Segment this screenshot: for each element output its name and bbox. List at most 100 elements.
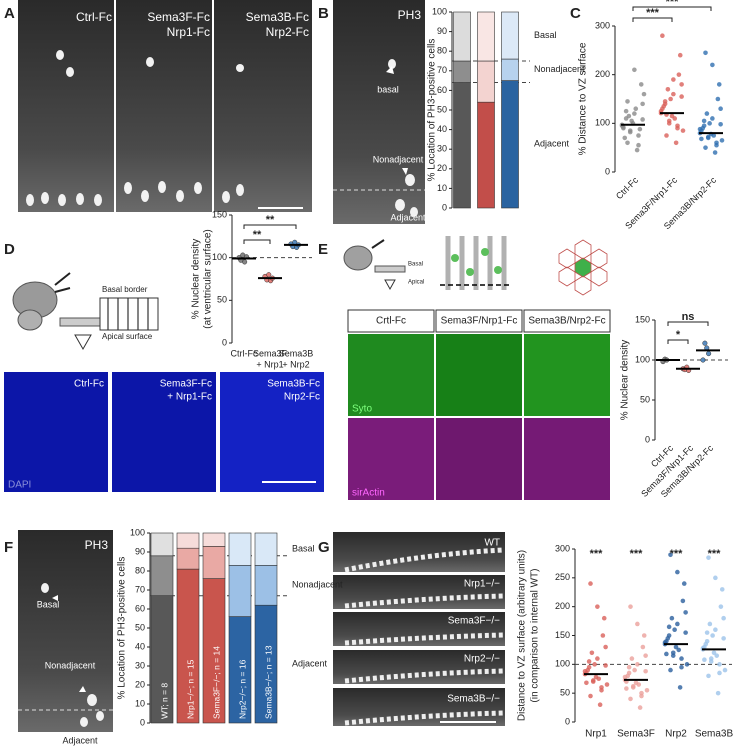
data-point [706,555,711,560]
data-point [628,604,633,609]
stain-label: Syto [352,404,372,415]
y-tick-label: 50 [437,104,447,114]
x-tick-label: Sema3F [253,348,288,358]
data-point [718,604,724,609]
panel-letter: F [4,539,13,556]
y-tick-label: 40 [437,124,447,134]
data-point [684,662,690,667]
y-tick-label: 200 [555,601,570,611]
data-point [643,653,648,658]
y-tick-label: 40 [135,641,145,651]
data-point [715,690,721,696]
data-point [681,581,687,586]
data-point [679,82,684,87]
data-point [704,630,710,635]
bar-segment [176,547,200,570]
data-point [710,116,715,121]
data-point [641,633,647,638]
data-point [673,644,679,650]
micrograph [220,372,324,492]
data-point [601,615,607,621]
bar-segment [477,101,495,209]
diagram-label: Apical [408,280,424,286]
data-point [588,581,593,586]
nuclei [26,50,244,206]
data-point [672,627,677,633]
data-point [680,598,686,604]
data-point [703,641,709,647]
micrograph [4,372,108,492]
data-point [676,647,682,653]
data-point [597,702,603,707]
data-point [675,569,680,575]
data-point [582,668,588,674]
panel-letter: D [4,241,15,258]
x-tick-label: + Nrp2 [282,359,309,369]
data-point [683,630,688,635]
bar-segment [477,11,495,62]
significance-bracket [243,239,271,244]
significance-bracket [243,224,297,229]
x-tick-label: Sema3F [617,729,655,740]
y-axis-label: Distance to VZ surface (arbitrary units) [517,550,528,721]
data-point [668,552,673,558]
y-tick-label: 100 [212,252,227,262]
y-tick-label: 20 [437,163,447,173]
y-tick-label: 50 [217,295,227,305]
x-tick-label: Nrp2 [665,729,687,740]
data-point [680,128,686,133]
data-point [703,145,708,150]
y-tick-label: 0 [645,434,650,444]
image-label: Nrp2-Fc [266,25,309,39]
image-label: Nonadjacent [45,660,96,670]
y-tick-label: 200 [595,69,610,79]
image-label: Adjacent [390,212,426,222]
data-point [628,696,633,702]
data-point [717,662,722,667]
image-label: Sema3F−/− [448,616,500,627]
micrograph [116,0,212,212]
image-label: Sema3F-Fc [160,379,212,390]
data-point [697,126,703,132]
bar-segment [228,564,252,617]
data-point [637,705,643,710]
y-axis-label: % Nuclear density [191,239,202,320]
significance-label: *** [670,548,684,560]
panel-letter: C [570,5,581,22]
data-point [595,604,600,609]
data-point [625,99,630,104]
y-tick-label: 30 [437,144,447,154]
y-axis-label: % Location of PH3-positive cells [117,557,128,700]
data-point [707,621,713,627]
data-point [679,664,684,670]
y-tick-label: 150 [635,314,650,324]
data-point [670,653,676,658]
column-header: Sema3B/Nrp2-Fc [528,316,605,327]
data-point [718,122,723,127]
y-tick-label: 300 [555,543,570,553]
data-point [714,653,720,658]
data-point [721,636,726,641]
data-point [707,121,712,126]
y-tick-label: 0 [442,202,447,212]
diagram-label: Basal border [102,285,148,294]
data-point [662,99,668,104]
y-tick-label: 70 [437,65,447,75]
panel-letter: B [318,5,329,22]
data-point [586,659,592,664]
data-point [626,113,632,119]
image-label: PH3 [398,8,422,22]
data-point [603,663,608,668]
significance-label: *** [666,0,680,8]
significance-bracket [632,17,673,22]
significance-label: *** [630,548,644,560]
y-tick-label: 20 [135,679,145,689]
data-point [640,101,645,107]
y-tick-label: 0 [605,166,610,176]
data-point [600,633,606,638]
data-point [595,656,600,661]
data-point [700,357,706,363]
data-point [593,674,599,680]
data-point [664,133,669,138]
data-point [626,664,632,670]
